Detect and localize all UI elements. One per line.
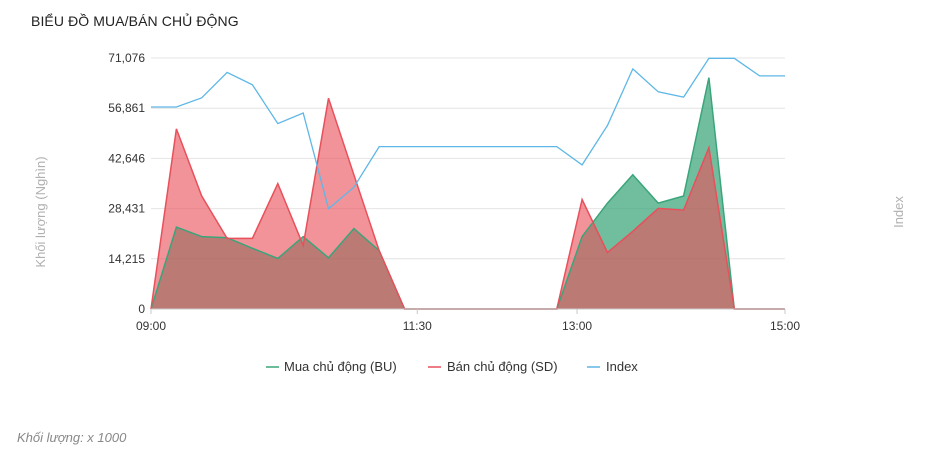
x-tick-label: 15:00 xyxy=(770,319,800,333)
y-tick-label: 14,215 xyxy=(108,252,145,266)
legend-label-index: Index xyxy=(606,359,638,374)
legend-item-sd[interactable]: Bán chủ động (SD) xyxy=(428,359,558,374)
axes: 0 14,215 28,431 42,646 56,861 71,076 09:00 11:3… xyxy=(108,51,800,333)
legend: Mua chủ động (BU) Bán chủ động (SD) Inde… xyxy=(266,359,638,374)
x-tick-label: 11:30 xyxy=(403,319,432,333)
x-tick-label: 13:00 xyxy=(562,319,592,333)
y-tick-label: 71,076 xyxy=(108,51,145,65)
chart-title: BIỂU ĐỒ MUA/BÁN CHỦ ĐỘNG xyxy=(31,13,239,29)
x-tick-label: 09:00 xyxy=(136,319,166,333)
y-tick-label: 56,861 xyxy=(108,101,145,115)
y-axis-title: Khối lượng (Nghìn) xyxy=(33,156,48,267)
y-tick-label: 0 xyxy=(138,302,145,316)
legend-item-index[interactable]: Index xyxy=(587,359,638,374)
sd-area xyxy=(151,98,785,309)
index-line xyxy=(151,57,785,210)
y-tick-label: 28,431 xyxy=(108,202,145,216)
series-areas xyxy=(151,77,785,309)
legend-label-sd: Bán chủ động (SD) xyxy=(447,359,558,374)
legend-label-bu: Mua chủ động (BU) xyxy=(284,359,397,374)
y-tick-label: 42,646 xyxy=(108,151,145,165)
volume-unit-note: Khối lượng: x 1000 xyxy=(17,430,127,445)
legend-item-bu[interactable]: Mua chủ động (BU) xyxy=(266,359,397,374)
y2-axis-title: Index xyxy=(891,196,906,228)
